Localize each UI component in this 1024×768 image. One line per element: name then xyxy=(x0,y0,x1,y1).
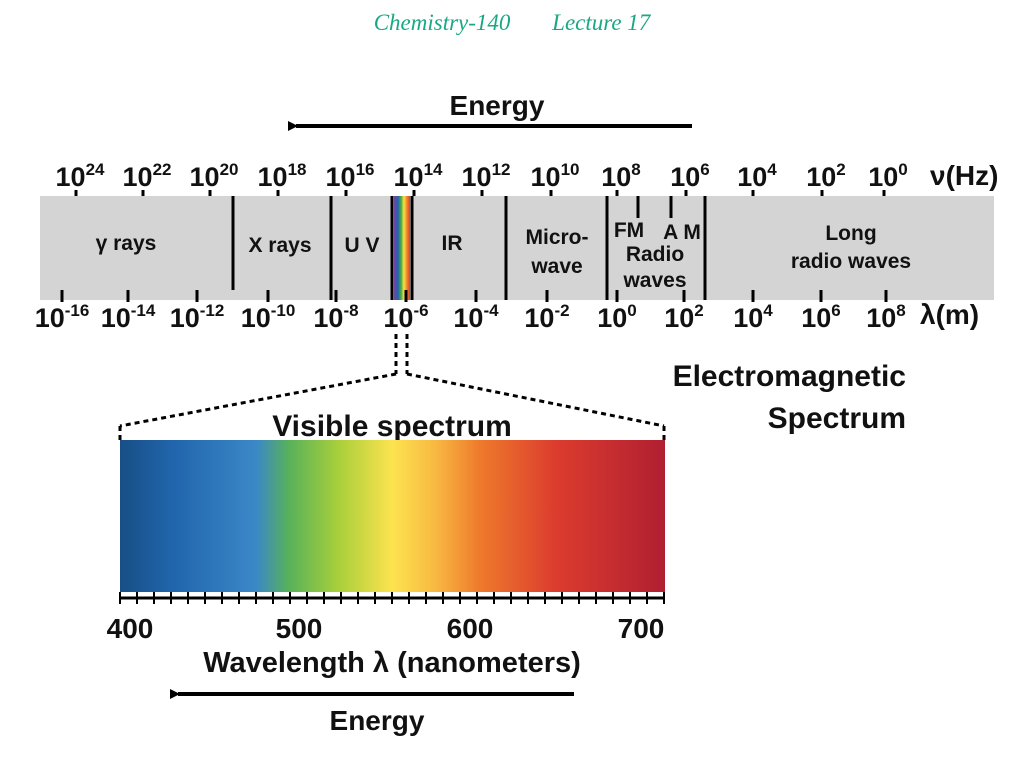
frequency-tick-label: 1012 xyxy=(462,160,511,192)
visible-spectrum-gradient xyxy=(120,440,665,592)
frequency-tick-label: 1016 xyxy=(326,160,375,192)
visible-tick-label: 600 xyxy=(447,613,494,644)
frequency-unit-label: ν(Hz) xyxy=(930,160,998,191)
visible-axis-label: Wavelength λ (nanometers) xyxy=(203,647,581,679)
visible-axis-minor-ticks xyxy=(119,592,665,604)
wavelength-tick-label: 10-14 xyxy=(101,301,156,333)
frequency-tick-label: 106 xyxy=(670,160,710,192)
band-label-am: A M xyxy=(663,221,701,244)
band-label-uv: U V xyxy=(344,234,379,257)
band-label-long-radio-waves: Long radio waves xyxy=(791,222,911,273)
band-labels: γ rays X rays U V IR Micro-wave FM Radio wavesA… xyxy=(96,219,911,292)
band-label-x-rays: X rays xyxy=(248,234,311,257)
wavelength-tick-label: 108 xyxy=(866,301,906,333)
frequency-tick-label: 1022 xyxy=(123,160,172,192)
wavelength-tick-label: 10-8 xyxy=(313,301,358,333)
visible-tick-label: 500 xyxy=(276,613,323,644)
wavelength-tick-label: 102 xyxy=(664,301,704,333)
frequency-tick-label: 100 xyxy=(868,160,908,192)
frequency-tick-label: 102 xyxy=(806,160,846,192)
zoom-connectors xyxy=(118,334,666,440)
wavelength-tick-label: 10-6 xyxy=(383,301,428,333)
band-dividers xyxy=(231,196,707,300)
band-label-fm-radio-waves: FM Radio waves xyxy=(614,219,687,292)
energy-label-bottom: Energy xyxy=(330,705,425,736)
visible-tick-label: 400 xyxy=(107,613,154,644)
visible-strip xyxy=(394,196,410,300)
diagram-title-line2: Spectrum xyxy=(768,402,906,435)
band-label-gamma-rays: γ rays xyxy=(96,232,157,255)
course-title: Chemistry-140 xyxy=(373,10,511,35)
energy-label-top: Energy xyxy=(450,90,545,121)
wavelength-tick-label: 10-4 xyxy=(453,301,499,333)
frequency-axis-ticks: 1024 1022 1020 1018 1016 1014 1012 1010 108 106 10… xyxy=(56,160,908,197)
visible-tick-label: 700 xyxy=(618,613,665,644)
wavelength-tick-label: 104 xyxy=(733,301,773,333)
frequency-tick-label: 1024 xyxy=(56,160,106,192)
diagram-title-line1: Electromagnetic xyxy=(673,360,906,393)
wavelength-tick-label: 10-2 xyxy=(524,301,569,333)
frequency-tick-label: 1020 xyxy=(190,160,239,192)
band-label-microwave: Micro-wave xyxy=(526,226,589,278)
wavelength-tick-label: 10-10 xyxy=(241,301,296,333)
wavelength-tick-label: 106 xyxy=(801,301,841,333)
frequency-tick-label: 1010 xyxy=(531,160,580,192)
wavelength-axis-ticks: 10-16 10-14 10-12 10-10 10-8 10-6 10-4 10-2 100 1… xyxy=(35,290,906,333)
wavelength-tick-label: 10-12 xyxy=(170,301,225,333)
slide-header: Chemistry-140 Lecture 17 xyxy=(0,10,1024,36)
wavelength-tick-label: 10-16 xyxy=(35,301,90,333)
frequency-tick-label: 1018 xyxy=(258,160,307,192)
visible-spectrum-title: Visible spectrum xyxy=(272,410,512,443)
frequency-tick-label: 1014 xyxy=(394,160,444,192)
frequency-tick-label: 108 xyxy=(601,160,641,192)
wavelength-tick-label: 100 xyxy=(597,301,637,333)
frequency-tick-label: 104 xyxy=(737,160,777,192)
wavelength-unit-label: λ(m) xyxy=(920,299,979,330)
lecture-title: Lecture 17 xyxy=(552,10,651,35)
visible-axis-ticks: 400 500 600 700 xyxy=(107,613,665,644)
band-label-ir: IR xyxy=(442,232,463,255)
spectrum-band xyxy=(40,196,994,300)
